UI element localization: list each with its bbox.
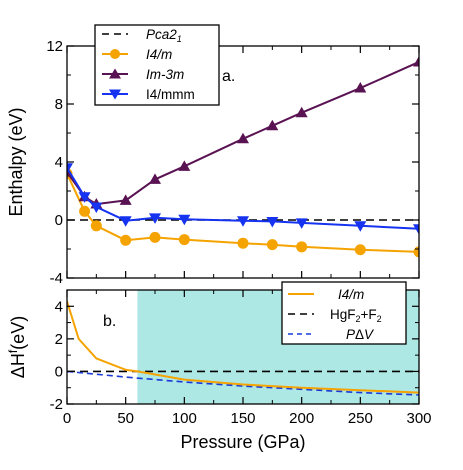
panel-a-point-im3m bbox=[295, 106, 308, 118]
panel-b-ytick-label: 0 bbox=[55, 363, 63, 380]
panel-a-point-i4m bbox=[354, 244, 366, 256]
panel-a-point-i4mmm bbox=[90, 202, 103, 213]
panel-b-ytick-label: 2 bbox=[55, 331, 63, 348]
panel-a-point-i4mmm bbox=[67, 163, 73, 174]
panel-b-ytick-label: -2 bbox=[50, 396, 63, 413]
panel-a-ylabel: Enthalpy (eV) bbox=[6, 107, 26, 216]
panel-a-ytick-label: -4 bbox=[50, 270, 63, 287]
panel-a-ytick-label: 12 bbox=[46, 38, 63, 55]
legend-b-text-hgf: HgF2+F2 bbox=[330, 307, 382, 324]
panel-a-ytick-label: 4 bbox=[55, 154, 63, 171]
legend-b-item-hgf: HgF2+F2 bbox=[288, 307, 382, 324]
panel-a-point-im3m bbox=[237, 132, 249, 144]
panel-a-point-i4m bbox=[120, 234, 132, 246]
panel-a-point-i4m bbox=[149, 231, 161, 243]
panel-a-label: a. bbox=[222, 68, 235, 85]
legend-b-text-pdv: PΔV bbox=[346, 327, 375, 342]
panel-a-point-im3m bbox=[413, 55, 419, 67]
panel-a-point-i4mmm bbox=[78, 192, 91, 203]
legend-a-marker-i4mmm bbox=[109, 89, 121, 100]
panel-b-xtick-label: 150 bbox=[230, 410, 255, 427]
legend-a-text-pca: Pca21 bbox=[146, 27, 182, 44]
panel-b-xtick-label: 300 bbox=[406, 410, 431, 427]
legend-b-text-i4m: I4/m bbox=[338, 287, 364, 302]
legend-a: Pca21 I4/m Im-3m I4/mmm bbox=[94, 24, 220, 106]
panel-a-plot bbox=[67, 55, 419, 258]
panel-b-ytick-label: 4 bbox=[55, 298, 63, 315]
legend-a-item-pca: Pca21 bbox=[102, 27, 182, 44]
panel-a-point-i4m bbox=[79, 205, 91, 217]
panel-a-ytick-label: 0 bbox=[55, 212, 63, 229]
panel-b-plot bbox=[67, 301, 419, 396]
panel-a-point-im3m bbox=[178, 160, 191, 171]
panel-b-xtick-label: 250 bbox=[348, 410, 373, 427]
panel-a-point-i4m bbox=[296, 241, 308, 253]
panel-a-point-i4m bbox=[266, 239, 278, 251]
panel-a-point-i4mmm bbox=[237, 216, 249, 227]
panel-a-point-i4mmm bbox=[149, 213, 161, 224]
legend-a-item-im3m: Im-3m bbox=[102, 67, 184, 82]
panel-a-point-i4m bbox=[178, 234, 190, 246]
panel-a-point-i4mmm bbox=[266, 216, 279, 228]
legend-a-text-im3m: Im-3m bbox=[146, 67, 184, 82]
panel-b-label: b. bbox=[103, 313, 116, 330]
panel-b-xtick-label: 100 bbox=[172, 410, 197, 427]
panel-a-point-i4mmm bbox=[119, 216, 132, 227]
legend-a-text-i4mmm: I4/mmm bbox=[146, 87, 195, 102]
panel-a-point-i4mmm bbox=[354, 221, 367, 232]
panel-a-ytick-label: 8 bbox=[55, 96, 63, 113]
legend-b: I4/m HgF2+F2 PΔV bbox=[281, 281, 407, 345]
legend-b-item-i4m: I4/m bbox=[288, 287, 364, 302]
panel-b-series-i4m bbox=[67, 301, 419, 394]
panel-a-point-im3m bbox=[266, 119, 279, 131]
panel-b-xtick-label: 0 bbox=[63, 410, 71, 427]
panel-a-point-im3m bbox=[119, 194, 132, 205]
panel-a-point-i4mmm bbox=[295, 218, 308, 229]
legend-b-box bbox=[281, 281, 407, 345]
panel-b-xlabel: Pressure (GPa) bbox=[180, 432, 305, 452]
panel-a: -4 0 4 8 12 a. Enthalpy (eV) Pca21 I4/m Im-3… bbox=[6, 24, 420, 287]
panel-b-series-pdv bbox=[67, 370, 419, 396]
panel-b-ylabel: ΔHf(eV) bbox=[6, 316, 28, 378]
legend-a-marker-im3m bbox=[109, 68, 121, 79]
panel-a-point-im3m bbox=[354, 82, 367, 93]
legend-a-item-i4mmm: I4/mmm bbox=[102, 87, 195, 102]
panel-a-point-i4mmm bbox=[178, 214, 191, 226]
panel-a-point-i4m bbox=[90, 220, 102, 232]
panel-a-point-im3m bbox=[149, 173, 161, 184]
legend-a-item-i4m: I4/m bbox=[102, 47, 172, 62]
legend-b-item-pdv: PΔV bbox=[288, 327, 375, 342]
panel-a-point-i4mmm bbox=[413, 224, 419, 235]
legend-a-text-i4m: I4/m bbox=[146, 47, 172, 62]
panel-a-point-i4m bbox=[237, 237, 249, 249]
panel-b-xtick-label: 50 bbox=[117, 410, 134, 427]
panel-b-xtick-label: 200 bbox=[289, 410, 314, 427]
legend-a-marker-i4m bbox=[110, 49, 120, 59]
